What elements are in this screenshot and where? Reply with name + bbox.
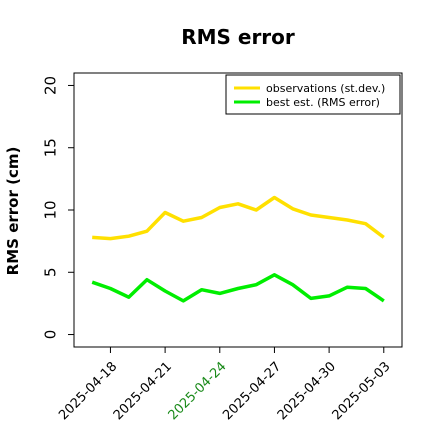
y-tick-label: 0 bbox=[41, 330, 59, 340]
legend-box bbox=[225, 74, 401, 115]
y-axis: 0 5 10 15 20 bbox=[41, 76, 74, 339]
legend-label-observations: observations (st.dev.) bbox=[266, 82, 385, 95]
chart-title: RMS error bbox=[181, 25, 295, 49]
legend: observations (st.dev.) best est. (RMS er… bbox=[225, 74, 401, 115]
y-tick-label: 10 bbox=[41, 200, 59, 219]
series-line-observations bbox=[92, 195, 385, 241]
legend-label-best-estimate: best est. (RMS error) bbox=[266, 96, 380, 109]
y-tick-label: 20 bbox=[41, 76, 59, 95]
y-tick-label: 15 bbox=[41, 138, 59, 157]
y-axis-label: RMS error (cm) bbox=[4, 147, 22, 276]
series-line-best-estimate bbox=[91, 273, 385, 303]
y-tick-label: 5 bbox=[41, 267, 59, 277]
series-lines bbox=[91, 195, 385, 303]
